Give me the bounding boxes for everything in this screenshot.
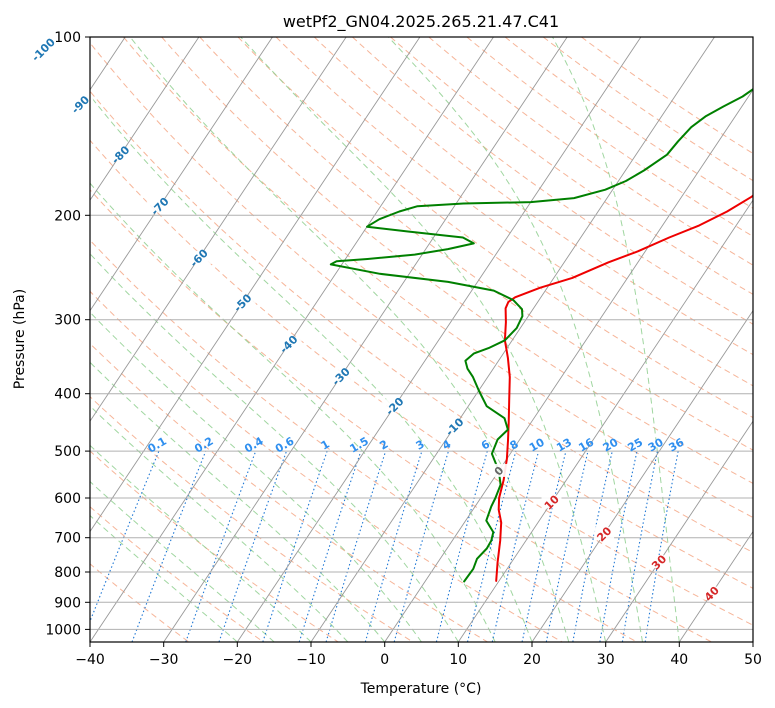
isotherm-label-bg	[701, 586, 722, 600]
dry-adiabat-line	[504, 37, 753, 209]
isotherms	[90, 37, 753, 642]
isotherm-line	[752, 641, 753, 642]
y-tick-label: 200	[54, 208, 81, 224]
isotherm-line	[384, 88, 753, 642]
isotherm-label-bg	[185, 250, 212, 264]
y-axis-label: Pressure (hPa)	[12, 289, 28, 389]
isotherm-label-bg	[146, 199, 173, 213]
isotherm-label-bg	[327, 369, 354, 383]
mixing-ratio-line	[325, 450, 387, 642]
x-tick-label: 20	[523, 652, 541, 668]
dry-adiabats	[90, 37, 753, 642]
isotherm-line	[90, 37, 347, 422]
x-tick-label: −10	[296, 652, 326, 668]
isotherm-label-bg	[381, 399, 408, 413]
mixing-ratio-line	[298, 450, 362, 642]
isobars	[90, 37, 753, 630]
dry-adiabat-line	[313, 37, 753, 356]
y-axis: 100 200 300 400 500 600 700 800 900 1000	[45, 30, 90, 638]
isotherm-label: -90	[69, 93, 92, 116]
isotherm-line	[90, 37, 273, 312]
isotherm-line	[163, 37, 568, 642]
mixing-ratio-line	[185, 450, 257, 642]
isotherm-line	[310, 37, 715, 642]
isotherm-label-bg	[107, 147, 134, 161]
x-tick-label: −40	[75, 652, 105, 668]
isotherm-line	[531, 309, 753, 642]
dry-adiabat-line	[275, 37, 753, 387]
isotherm-line	[457, 199, 753, 642]
moist-adiabat-line	[129, 37, 570, 642]
dry-adiabat-line	[90, 42, 753, 554]
moist-adiabat-line	[552, 37, 680, 642]
y-tick-label: 500	[54, 444, 81, 460]
isotherm-label-bg	[488, 463, 509, 477]
moist-adiabat-line	[90, 480, 275, 642]
mixing-ratio-line	[364, 450, 423, 642]
x-tick-label: 30	[597, 652, 615, 668]
isotherm-line	[605, 420, 753, 642]
y-tick-label: 300	[54, 313, 81, 329]
isotherm-label-bg	[275, 337, 302, 351]
isotherm-line	[236, 37, 642, 642]
chart-title: wetPf2_GN04.2025.265.21.47.C41	[283, 12, 559, 32]
x-tick-label: 40	[670, 652, 688, 668]
dry-adiabat-line	[90, 90, 753, 589]
mixing-ratio-line	[545, 450, 589, 642]
isotherm-label-bg	[648, 555, 669, 569]
moist-adiabat-line	[90, 94, 533, 642]
moist-adiabat-line	[90, 361, 386, 642]
mixing-ratio-line	[218, 450, 288, 642]
y-tick-label: 600	[54, 491, 81, 507]
x-tick-label: −20	[223, 652, 253, 668]
dry-adiabat-line	[90, 290, 563, 642]
y-tick-label: 800	[54, 565, 81, 581]
mixing-ratio-line	[262, 450, 328, 642]
y-tick-label: 400	[54, 387, 81, 403]
isotherm-label-bg	[441, 419, 468, 433]
mixing-ratio-line	[90, 450, 160, 623]
moist-adiabat-line	[90, 514, 238, 642]
x-axis-label: Temperature (°C)	[360, 681, 482, 697]
plot-frame	[89, 36, 754, 643]
mixing-ratio-line	[466, 450, 517, 642]
y-tick-label: 700	[54, 531, 81, 547]
isotherm-label-bg	[594, 527, 615, 540]
isotherm-line	[90, 37, 200, 202]
y-tick-label: 100	[54, 30, 81, 46]
x-tick-label: 10	[449, 652, 467, 668]
isotherm-line	[90, 37, 421, 533]
dry-adiabat-line	[123, 37, 753, 519]
x-tick-label: 50	[744, 652, 762, 668]
dry-adiabat-line	[90, 506, 264, 642]
mixing-ratio-line	[435, 450, 488, 642]
y-tick-label: 1000	[45, 622, 81, 638]
x-tick-label: −30	[149, 652, 179, 668]
moist-adiabat-line	[240, 37, 607, 642]
isotherm-label-bg	[67, 97, 94, 111]
dry-adiabat-line	[90, 189, 712, 642]
dry-adiabat-line	[90, 239, 638, 642]
x-tick-label: 0	[380, 652, 389, 668]
dry-adiabat-line	[428, 37, 753, 266]
dry-adiabat-line	[542, 37, 753, 182]
isotherm-label-bg	[541, 495, 562, 509]
isotherm-label-bg	[229, 295, 256, 309]
y-tick-label: 900	[54, 595, 81, 611]
x-axis: −40 −30 −20 −10 0 10 20 30 40 50	[75, 642, 762, 668]
moist-adiabat-line	[90, 311, 422, 642]
dry-adiabat-line	[199, 37, 753, 451]
mixing-ratio-line	[131, 450, 207, 642]
isotherm-line	[678, 530, 753, 642]
isotherm-label-bg	[30, 42, 57, 56]
mixing-ratio-line	[521, 450, 567, 642]
